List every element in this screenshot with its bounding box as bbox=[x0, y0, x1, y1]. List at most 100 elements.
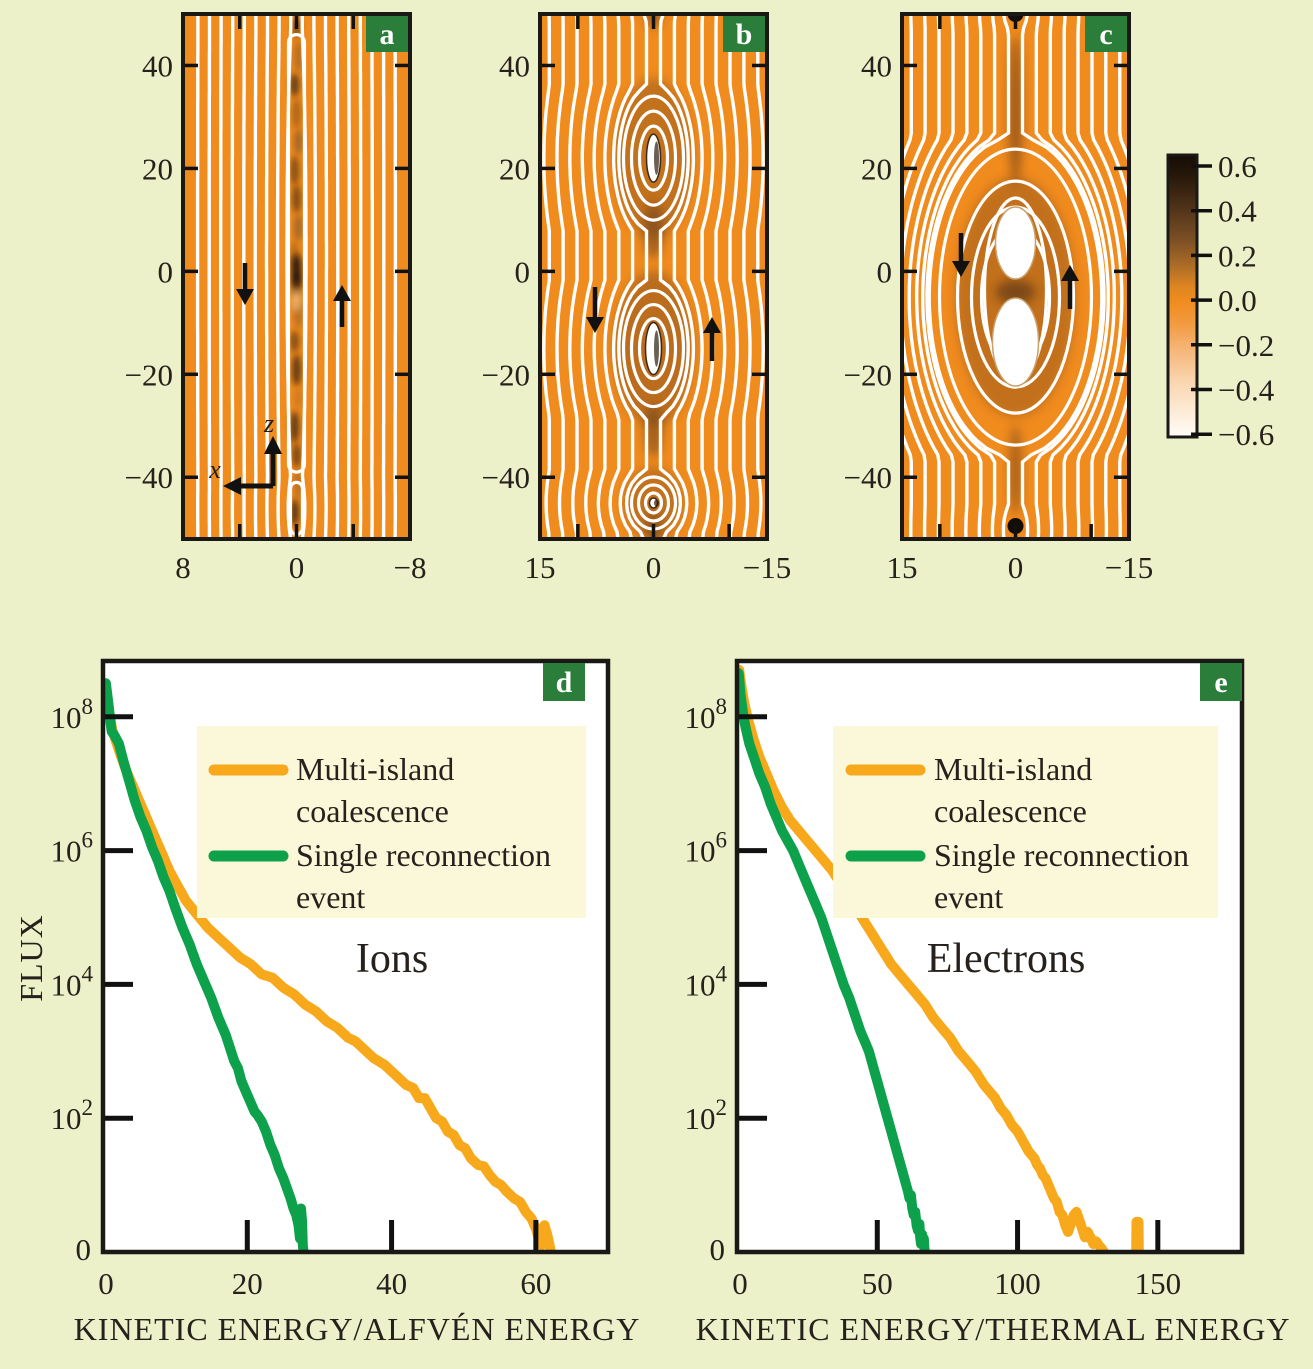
annotation-ions: Ions bbox=[356, 936, 428, 982]
panel-a-field: zx bbox=[195, 16, 398, 537]
colorbar-tick-label: −0.6 bbox=[1218, 417, 1274, 452]
field-line bbox=[580, 16, 593, 537]
field-line bbox=[1034, 16, 1106, 537]
y-tick-label: 0 bbox=[158, 254, 174, 289]
field-line bbox=[346, 16, 351, 537]
field-line bbox=[1104, 16, 1127, 537]
y-tick-label: 108 bbox=[685, 694, 728, 735]
island-contour bbox=[621, 94, 686, 222]
current-sheet-blob bbox=[293, 129, 303, 155]
chart-e: 108 106 104 102 00 50 100 150 Multi-island coales… bbox=[685, 658, 1245, 1301]
island-core bbox=[991, 297, 1040, 387]
y-tick-label: 40 bbox=[861, 48, 892, 83]
island-contour bbox=[637, 316, 670, 381]
panel-c-frame bbox=[900, 12, 1131, 541]
current-sheet-blob bbox=[290, 411, 300, 443]
density-smudge bbox=[995, 280, 1036, 304]
colorbar: 0.6 0.4 0.2 0.0 −0.2 −0.4 −0.6 bbox=[1166, 149, 1275, 452]
field-line bbox=[568, 16, 579, 537]
colorbar-tick-label: 0.6 bbox=[1218, 149, 1257, 184]
island-contour bbox=[636, 483, 671, 523]
y-tick-label: 102 bbox=[51, 1095, 94, 1136]
y-tick-label: −20 bbox=[125, 357, 173, 392]
panel-b-field bbox=[542, 16, 765, 537]
island-contour bbox=[643, 491, 664, 515]
inset-x-label: x bbox=[208, 455, 221, 484]
annotation-electrons: Electrons bbox=[927, 936, 1086, 982]
x-tick-label: −15 bbox=[1105, 550, 1153, 585]
field-line bbox=[1062, 16, 1117, 537]
inset-z-label: z bbox=[263, 409, 274, 438]
field-line bbox=[904, 16, 941, 537]
y-tick-label: 108 bbox=[51, 694, 94, 735]
x-tick-label: 15 bbox=[525, 550, 556, 585]
field-line bbox=[658, 16, 690, 537]
inflow-arrow-up-head bbox=[703, 317, 721, 333]
island-core-streak bbox=[654, 141, 659, 175]
island-contour bbox=[621, 288, 686, 409]
field-line bbox=[907, 16, 955, 537]
x-tick-label: 20 bbox=[232, 1266, 263, 1301]
field-line bbox=[611, 16, 635, 537]
simulation-panel-c: 40 20 0 −20 −40 15 0 −15 c bbox=[844, 12, 1153, 585]
y-tick-label: 106 bbox=[685, 828, 728, 869]
x-tick-label: 60 bbox=[520, 1266, 551, 1301]
y-tick-label: −20 bbox=[844, 357, 892, 392]
legend-label-line: event bbox=[296, 879, 365, 915]
series-line-multi-island bbox=[104, 681, 556, 1252]
panel-b-label: b bbox=[736, 18, 753, 51]
chart-frame bbox=[100, 658, 611, 1255]
current-sheet-blob bbox=[292, 97, 302, 130]
inflow-arrow-down-head bbox=[952, 261, 970, 277]
x-tick-label: 150 bbox=[1135, 1266, 1182, 1301]
density-smudge bbox=[644, 404, 663, 457]
island-core-streak bbox=[654, 499, 659, 507]
y-tick-label: 20 bbox=[142, 151, 173, 186]
panel-a-label: a bbox=[380, 18, 395, 51]
x-tick-label: 8 bbox=[175, 550, 191, 585]
legend-label-line: Single reconnection bbox=[934, 837, 1189, 873]
plot-series bbox=[738, 665, 1144, 1252]
field-line bbox=[925, 16, 997, 537]
flux-axis-label: FLUX bbox=[13, 914, 49, 1002]
panel-a-frame bbox=[181, 12, 412, 541]
x-tick-label: 0 bbox=[289, 550, 305, 585]
y-tick-label: 40 bbox=[499, 48, 530, 83]
field-line bbox=[714, 16, 727, 537]
island-contour bbox=[629, 109, 678, 207]
island-core bbox=[994, 206, 1037, 280]
field-line bbox=[253, 16, 258, 537]
current-sheet-blob bbox=[290, 330, 300, 353]
island-contour bbox=[286, 32, 307, 474]
field-line bbox=[742, 16, 752, 537]
field-line bbox=[904, 16, 927, 537]
x-tick-label: 100 bbox=[994, 1266, 1041, 1301]
xlabel-ions: KINETIC ENERGY/ALFVÉN ENERGY bbox=[74, 1311, 641, 1347]
field-line bbox=[921, 16, 983, 537]
field-line bbox=[700, 16, 715, 537]
panel-a-label-box bbox=[366, 16, 408, 52]
x-tick-label: 0 bbox=[732, 1266, 748, 1301]
x-tick-label: 40 bbox=[376, 1266, 407, 1301]
panel-e-label: e bbox=[1214, 666, 1227, 699]
inset-x-arrowhead bbox=[223, 477, 241, 495]
colorbar-tick-label: 0.4 bbox=[1218, 194, 1257, 229]
colorbar-tick-label: 0.0 bbox=[1218, 283, 1257, 318]
legend-label-line: Multi-island bbox=[934, 751, 1092, 787]
chart-d: 108 106 104 102 00 20 40 60 Multi-island coalesce… bbox=[51, 658, 611, 1301]
field-line bbox=[335, 16, 340, 537]
y-tick-label: −20 bbox=[482, 357, 530, 392]
current-sheet-blob bbox=[293, 387, 303, 410]
y-tick-label: 104 bbox=[685, 961, 728, 1002]
island-contour bbox=[937, 147, 1094, 447]
y-tick-label: 0 bbox=[515, 254, 531, 289]
current-sheet-blob bbox=[292, 354, 302, 386]
current-sheet-blob bbox=[290, 155, 300, 186]
island-contour bbox=[637, 124, 670, 192]
y-tick-label: 0 bbox=[877, 254, 893, 289]
legend-box bbox=[197, 726, 586, 918]
current-sheet-blob bbox=[293, 213, 303, 242]
